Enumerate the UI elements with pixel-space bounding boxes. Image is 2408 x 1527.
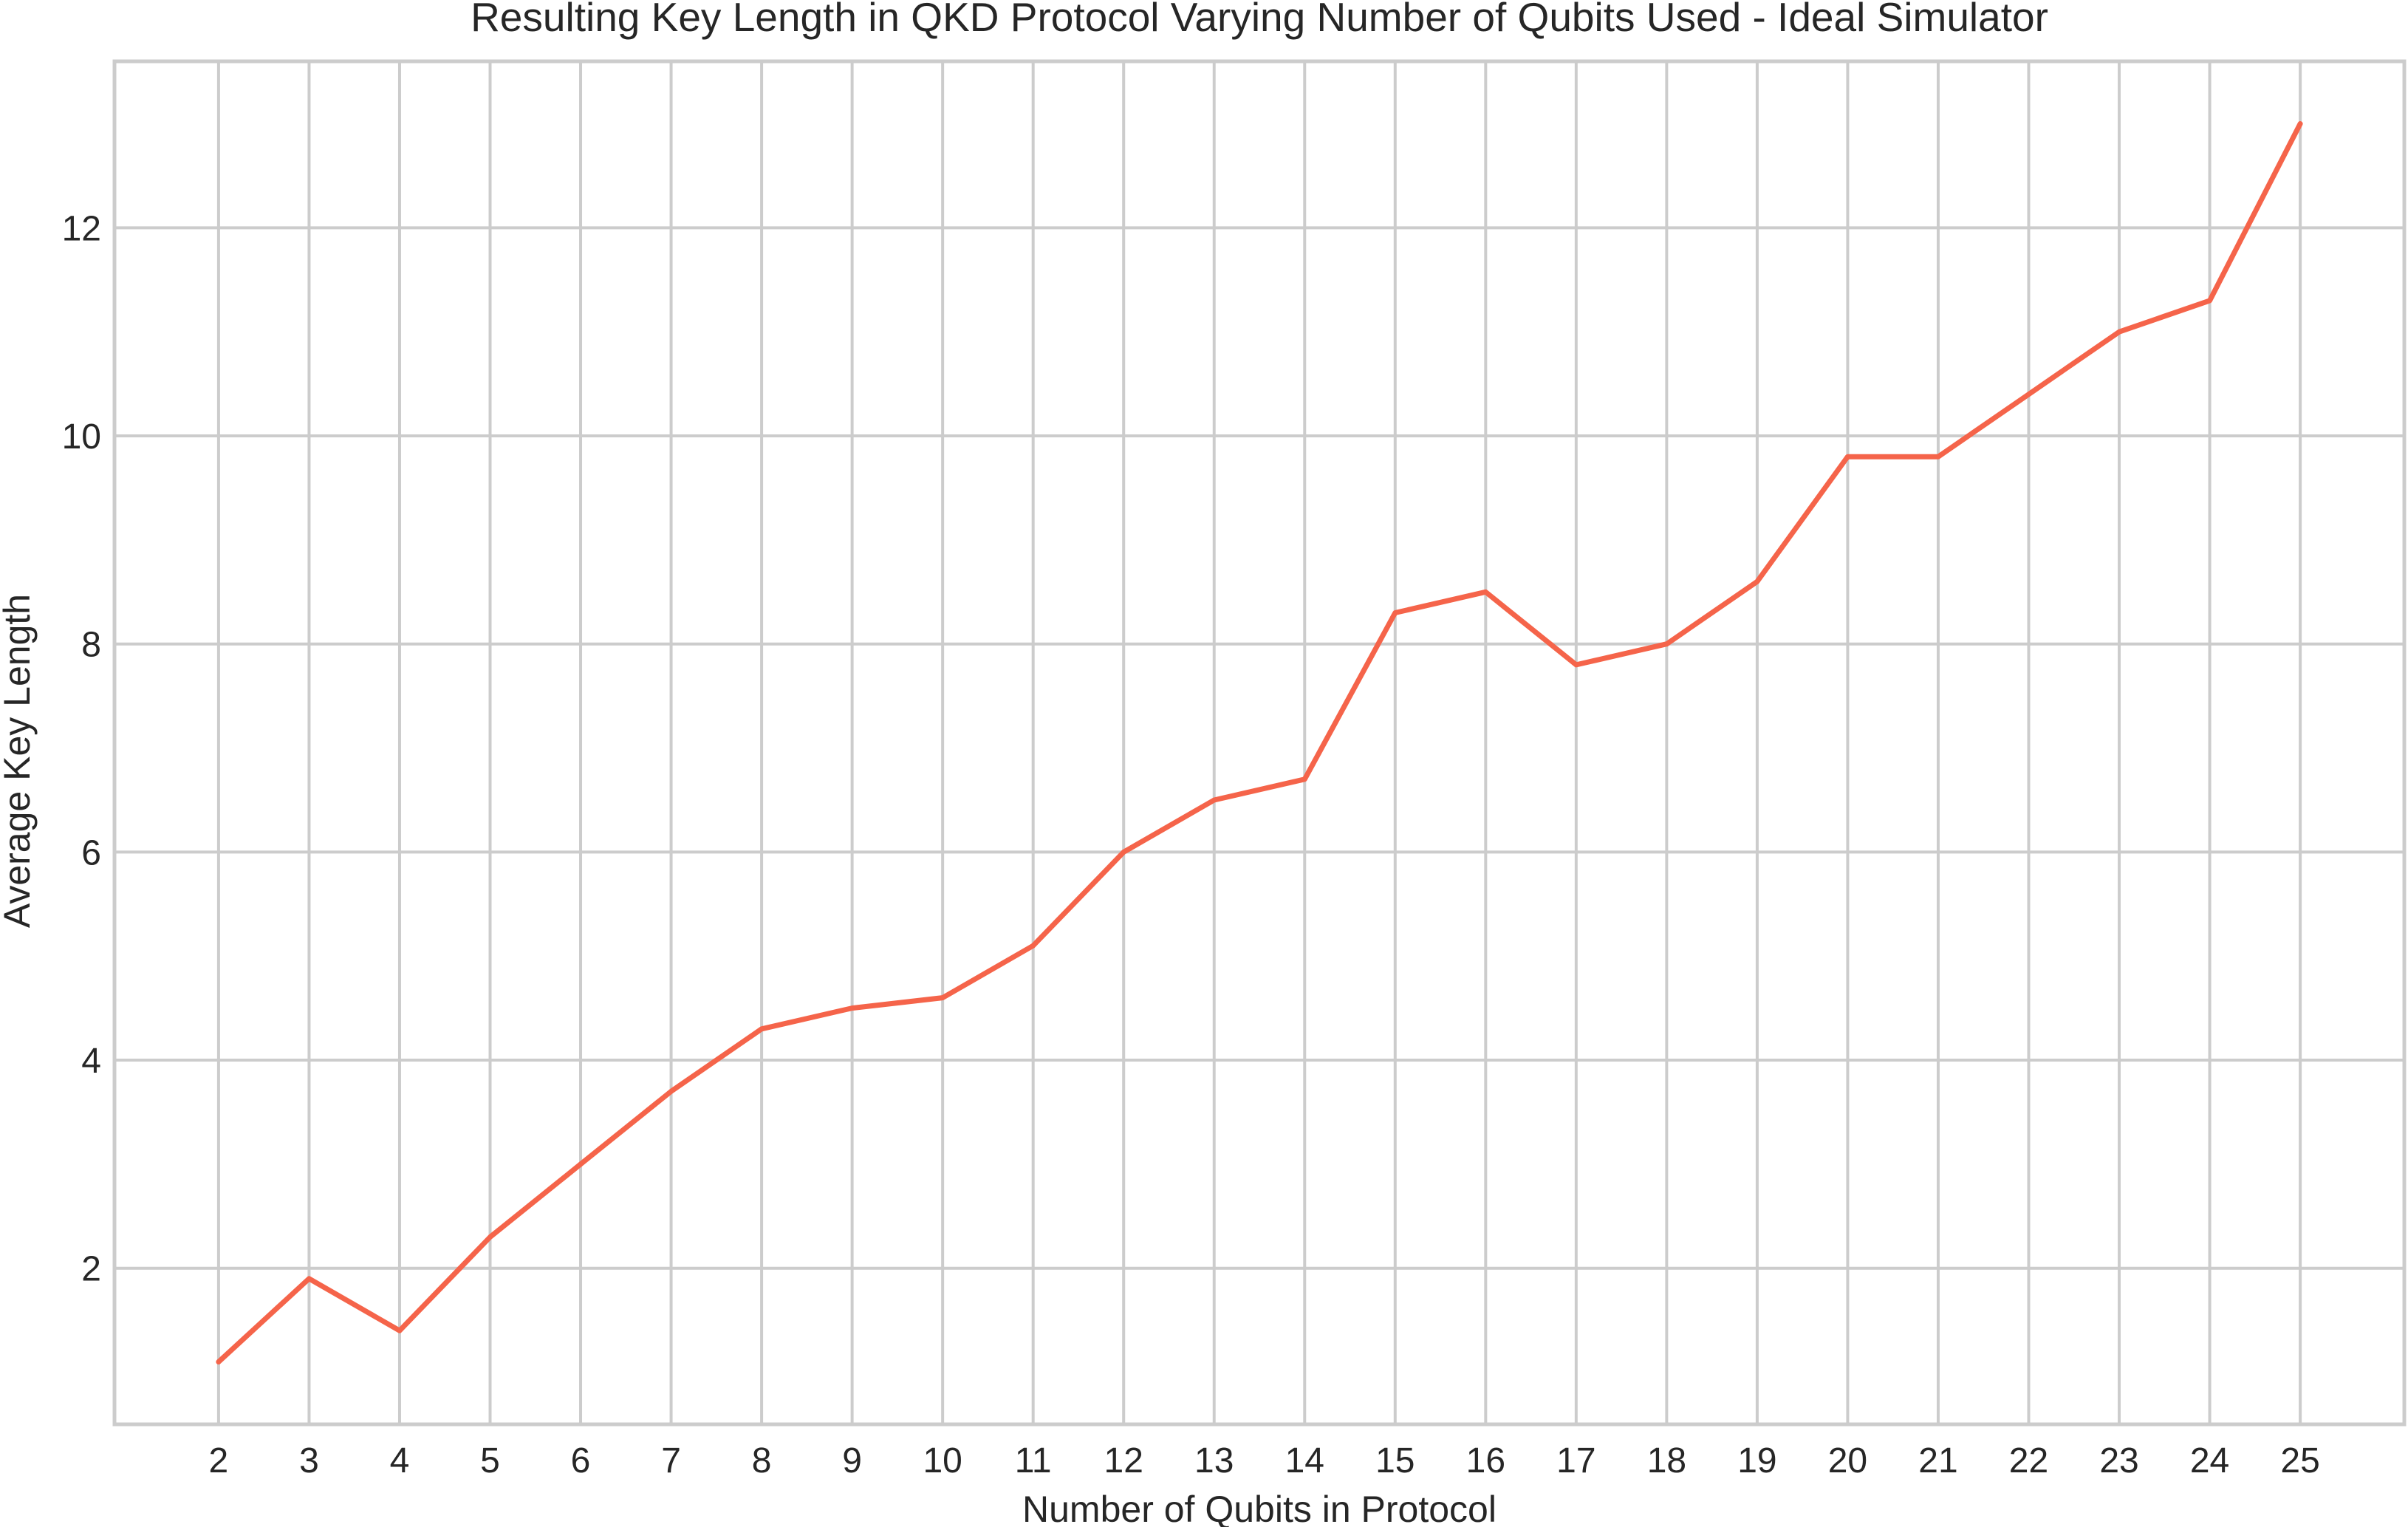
series-layer (216, 121, 2303, 1364)
x-tick-label-23: 23 (2099, 1441, 2138, 1480)
x-axis-label: Number of Qubits in Protocol (1022, 1489, 1497, 1527)
x-tick-label-2: 2 (209, 1441, 229, 1480)
x-tick-label-3: 3 (299, 1441, 319, 1480)
x-tick-label-5: 5 (480, 1441, 500, 1480)
x-tick-label-12: 12 (1104, 1441, 1143, 1480)
x-tick-label-9: 9 (842, 1441, 862, 1480)
x-tick-label-25: 25 (2280, 1441, 2319, 1480)
y-tick-label-8: 8 (81, 626, 101, 665)
y-tick-label-10: 10 (62, 417, 101, 457)
x-tick-labels: 2 3 4 5 6 7 8 9 10 11 12 13 14 15 16 17 18 19 20 21 22 23 24 25 (209, 1441, 2320, 1480)
x-tick-label-11: 11 (1015, 1441, 1052, 1480)
y-axis-label: Average Key Length (0, 594, 38, 928)
x-tick-label-8: 8 (752, 1441, 772, 1480)
y-tick-label-4: 4 (81, 1042, 101, 1081)
x-tick-label-4: 4 (390, 1441, 410, 1480)
x-gridlines (216, 61, 2302, 1424)
x-tick-label-7: 7 (661, 1441, 681, 1480)
x-tick-label-15: 15 (1375, 1441, 1415, 1480)
x-tick-label-10: 10 (923, 1441, 962, 1480)
x-tick-label-14: 14 (1285, 1441, 1324, 1480)
x-tick-label-6: 6 (571, 1441, 591, 1480)
x-tick-label-22: 22 (2009, 1441, 2048, 1480)
x-tick-label-17: 17 (1556, 1441, 1595, 1480)
x-tick-label-24: 24 (2190, 1441, 2229, 1480)
x-tick-label-19: 19 (1737, 1441, 1776, 1480)
y-gridlines (114, 226, 2404, 1270)
y-tick-label-12: 12 (62, 209, 101, 248)
plot-frame (112, 59, 2407, 1427)
x-tick-label-18: 18 (1647, 1441, 1686, 1480)
x-tick-label-20: 20 (1828, 1441, 1867, 1480)
x-tick-label-16: 16 (1466, 1441, 1505, 1480)
chart-title: Resulting Key Length in QKD Protocol Var… (471, 0, 2048, 40)
x-tick-label-13: 13 (1194, 1441, 1234, 1480)
y-tick-label-6: 6 (81, 833, 101, 872)
x-tick-label-21: 21 (1918, 1441, 1957, 1480)
series-line-0 (216, 121, 2303, 1364)
y-tick-labels: 2 4 6 8 10 12 (62, 209, 101, 1288)
y-tick-label-2: 2 (81, 1250, 101, 1289)
